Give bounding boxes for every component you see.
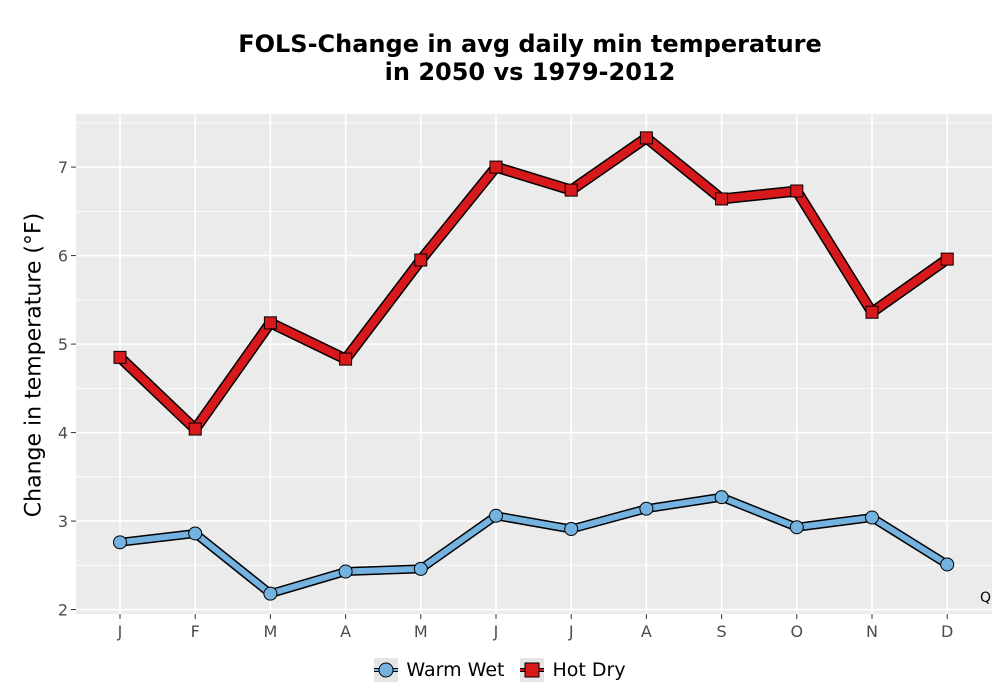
y-tick-label: 3	[58, 512, 68, 531]
y-tick-label: 6	[58, 247, 68, 266]
data-point-square	[113, 350, 127, 364]
data-point-square	[339, 352, 353, 366]
plot-panel	[76, 114, 992, 614]
x-tick-label: D	[941, 622, 953, 641]
series-line	[119, 494, 949, 597]
data-point-square	[188, 422, 202, 436]
data-point-circle	[789, 520, 804, 535]
data-point-circle	[113, 535, 127, 550]
data-point-square	[414, 253, 428, 267]
legend-key-hot-dry	[520, 658, 545, 682]
x-tick-label: A	[641, 622, 652, 641]
chart-title: FOLS-Change in avg daily min temperature…	[0, 30, 1000, 86]
chart-title-line-2: in 2050 vs 1979-2012	[384, 58, 676, 86]
series-warm-wet	[113, 490, 955, 601]
legend-label-warm-wet: Warm Wet	[406, 659, 505, 681]
data-point-square	[639, 131, 653, 145]
data-point-circle	[338, 564, 353, 579]
corner-note: Q	[980, 590, 992, 606]
data-point-square	[715, 192, 729, 206]
data-point-square	[489, 160, 503, 174]
x-tick-label: J	[493, 622, 499, 641]
chart-title-line-1: FOLS-Change in avg daily min temperature	[238, 30, 822, 58]
legend: Warm Wet Hot Dry	[0, 658, 1000, 682]
y-axis-ticks: 2 3 4 5 6 7	[58, 158, 76, 620]
x-tick-label: O	[791, 622, 804, 641]
data-point-square	[940, 252, 954, 266]
y-tick-label: 5	[58, 335, 68, 354]
legend-label-hot-dry: Hot Dry	[552, 659, 626, 681]
y-tick-label: 7	[58, 158, 68, 177]
series-hot-dry	[113, 131, 954, 436]
data-point-circle	[865, 510, 879, 525]
x-tick-label: J	[117, 622, 123, 641]
series-layer	[113, 131, 955, 601]
data-point-circle	[489, 508, 503, 523]
data-point-circle	[413, 561, 428, 576]
x-tick-label: F	[191, 622, 200, 641]
x-tick-label: M	[263, 622, 277, 641]
data-point-square	[865, 305, 879, 319]
data-point-circle	[188, 526, 203, 541]
x-tick-label: S	[717, 622, 727, 641]
x-tick-label: M	[414, 622, 428, 641]
x-tick-label: A	[340, 622, 351, 641]
data-point-circle	[714, 490, 729, 505]
x-tick-label: N	[866, 622, 878, 641]
data-point-square	[263, 316, 277, 330]
data-point-circle	[940, 557, 955, 572]
data-point-circle	[263, 586, 278, 601]
data-point-circle	[639, 501, 654, 516]
x-tick-label: J	[568, 622, 574, 641]
data-point-square	[790, 184, 804, 198]
legend-item-hot-dry: Hot Dry	[520, 658, 626, 682]
legend-key-warm-wet	[374, 658, 399, 682]
series-line	[117, 133, 950, 434]
y-tick-label: 4	[58, 424, 68, 443]
legend-item-warm-wet: Warm Wet	[374, 658, 504, 682]
data-point-circle	[564, 522, 579, 537]
y-tick-label: 2	[58, 601, 68, 620]
data-point-square	[564, 183, 578, 197]
